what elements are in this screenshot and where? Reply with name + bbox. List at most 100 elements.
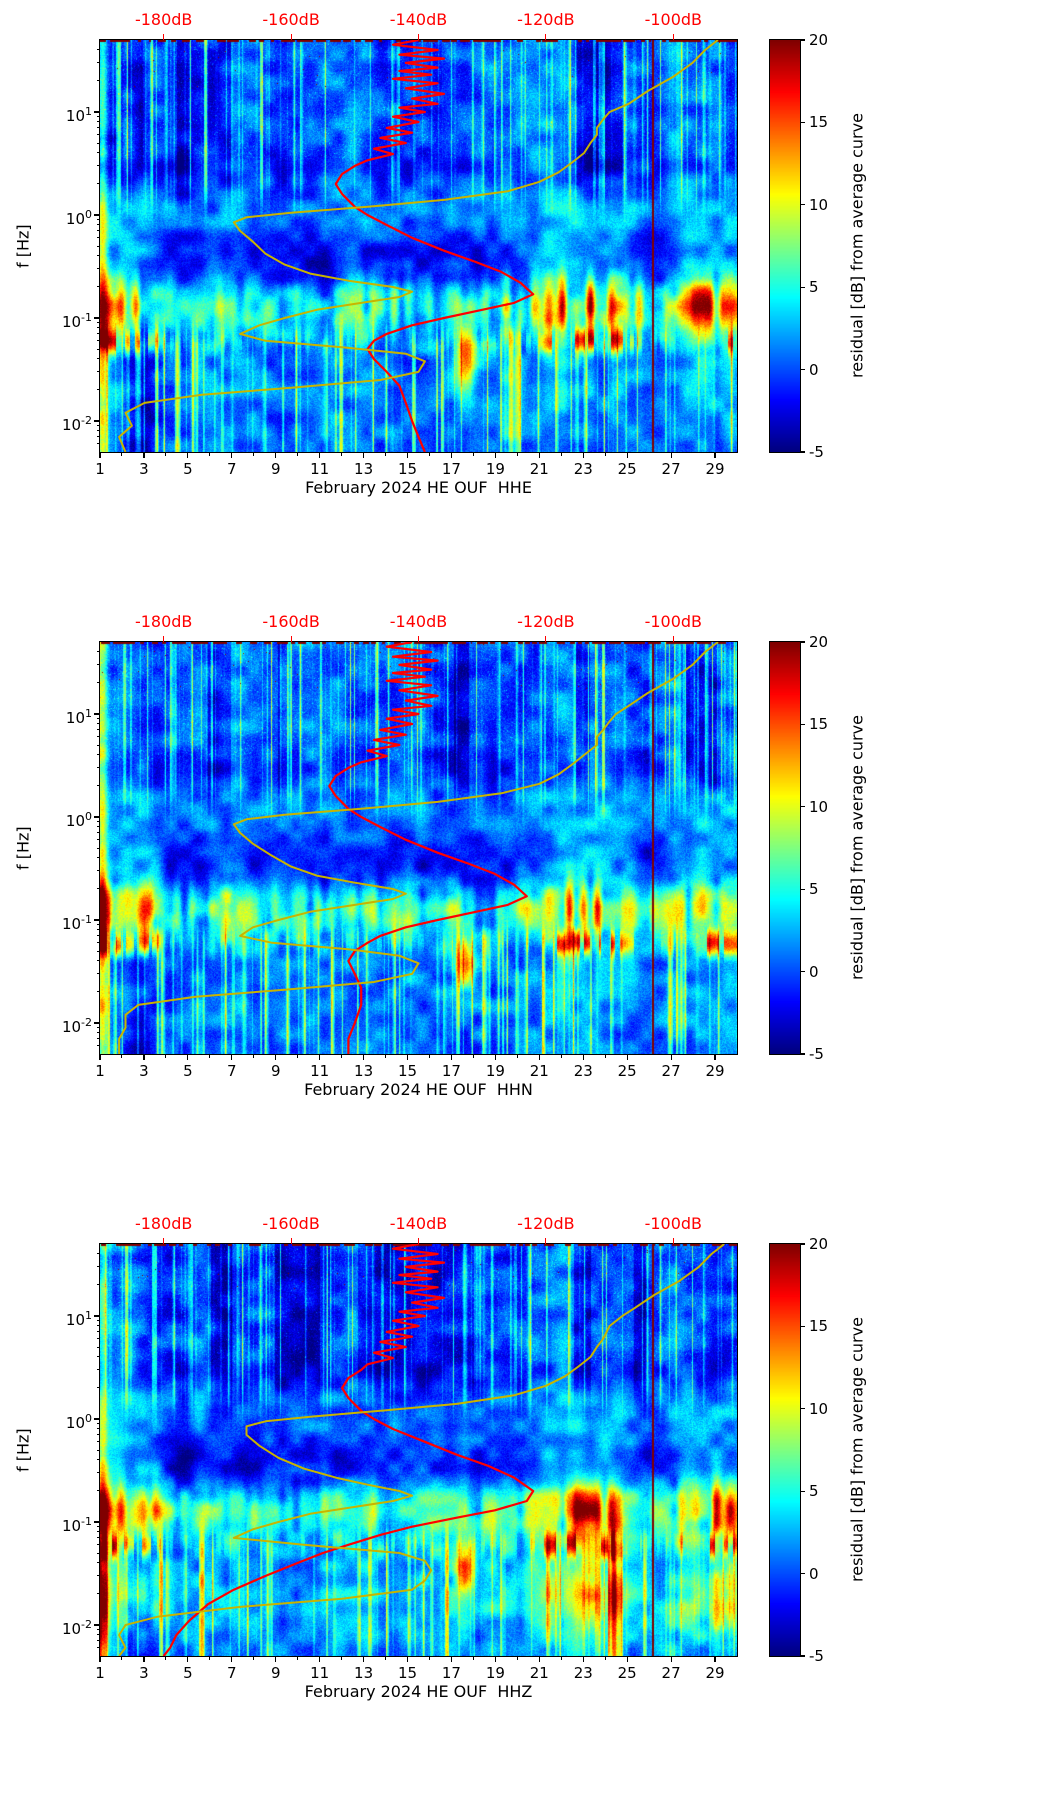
x-tick-label: 7 bbox=[227, 1664, 237, 1682]
reference-psd-yellow-curve bbox=[118, 40, 719, 452]
x-tick-label: 11 bbox=[310, 1664, 330, 1682]
x-tick-label: 13 bbox=[354, 1664, 374, 1682]
colorbar-tick bbox=[800, 1655, 805, 1657]
x-tick bbox=[450, 452, 453, 458]
x-minor-tick bbox=[604, 1054, 606, 1058]
x-tick-label: 19 bbox=[485, 1664, 505, 1682]
x-minor-tick bbox=[165, 452, 167, 456]
x-tick-label: 9 bbox=[270, 460, 281, 478]
x-tick-label: 15 bbox=[397, 1062, 418, 1080]
x-minor-tick bbox=[428, 452, 430, 456]
mean-psd-red-curve bbox=[334, 40, 535, 452]
x-tick-label: 3 bbox=[139, 1664, 149, 1682]
x-minor-tick bbox=[385, 1054, 387, 1058]
y-tick-label: 10-2 bbox=[61, 1015, 92, 1036]
mean-psd-red-curve bbox=[162, 1244, 535, 1656]
top-axis-tick-label: -180dB bbox=[134, 612, 193, 631]
x-minor-tick bbox=[385, 1656, 387, 1660]
x-tick bbox=[450, 1054, 453, 1060]
x-tick-label: 9 bbox=[270, 1062, 281, 1080]
x-tick-label: 7 bbox=[227, 460, 237, 478]
y-tick-label: 101 bbox=[65, 1308, 92, 1329]
x-minor-tick bbox=[341, 1656, 343, 1660]
x-tick-label: 23 bbox=[573, 1062, 593, 1080]
x-tick bbox=[494, 1054, 496, 1060]
y-tick-label: 10-1 bbox=[61, 310, 92, 331]
colorbar-canvas bbox=[770, 642, 800, 1054]
x-minor-tick bbox=[341, 1054, 343, 1058]
spectrogram-panel-hhe: f [Hz] 1 3 5 7 9 11 13 15 17 19 21 23 25 27 29 101 100 10… bbox=[0, 0, 1052, 602]
x-tick-label: 27 bbox=[661, 460, 681, 478]
x-tick-label: 29 bbox=[705, 1664, 725, 1682]
psd-curves-overlay bbox=[118, 40, 719, 452]
y-tick-label: 101 bbox=[65, 104, 92, 125]
x-tick-label: 5 bbox=[183, 1664, 193, 1682]
x-tick-label: 23 bbox=[573, 460, 593, 478]
spectrogram-heatmap-canvas bbox=[100, 40, 737, 452]
x-tick-label: 25 bbox=[617, 1062, 637, 1080]
x-tick bbox=[714, 1656, 716, 1662]
x-tick bbox=[231, 1054, 233, 1060]
x-tick bbox=[275, 1054, 277, 1060]
x-tick bbox=[362, 1054, 365, 1060]
x-tick bbox=[187, 1656, 189, 1662]
x-tick-label: 21 bbox=[529, 460, 549, 478]
x-tick bbox=[319, 452, 321, 458]
top-axis-tick-label: -140dB bbox=[389, 10, 448, 29]
colorbar bbox=[769, 39, 801, 453]
x-minor-tick bbox=[560, 1054, 562, 1058]
colorbar-tick bbox=[800, 204, 805, 206]
x-minor-tick bbox=[472, 1656, 474, 1660]
x-tick bbox=[406, 1656, 409, 1662]
colorbar-tick bbox=[800, 1490, 805, 1492]
x-minor-tick bbox=[297, 452, 299, 456]
x-minor-tick bbox=[604, 452, 606, 456]
x-tick-label: 21 bbox=[529, 1664, 549, 1682]
x-tick bbox=[406, 1054, 409, 1060]
x-tick-label: 15 bbox=[397, 1664, 418, 1682]
x-minor-tick bbox=[209, 1054, 211, 1058]
x-tick-label: 17 bbox=[441, 1664, 461, 1682]
y-tick-label: 100 bbox=[65, 809, 92, 830]
x-tick bbox=[714, 452, 716, 458]
y-axis-label: f [Hz] bbox=[13, 826, 33, 870]
x-minor-tick bbox=[121, 452, 123, 456]
x-tick bbox=[187, 1054, 189, 1060]
plot-area bbox=[99, 39, 738, 453]
x-tick-label: 1 bbox=[95, 460, 105, 478]
top-axis-tick-label: -160dB bbox=[262, 1214, 320, 1233]
x-tick bbox=[670, 452, 672, 458]
x-minor-tick bbox=[428, 1656, 430, 1660]
colorbar-canvas bbox=[770, 40, 800, 452]
colorbar-tick bbox=[800, 806, 805, 808]
x-minor-tick bbox=[341, 452, 343, 456]
psd-curves-overlay bbox=[118, 642, 719, 1054]
top-axis-tick-label: -120dB bbox=[517, 612, 575, 631]
top-axis-tick-label: -120dB bbox=[517, 1214, 575, 1233]
colorbar-label: residual [dB] from average curve bbox=[847, 1317, 867, 1583]
x-tick-label: 13 bbox=[354, 460, 374, 478]
reference-psd-yellow-curve bbox=[118, 1244, 725, 1656]
x-tick-label: 7 bbox=[227, 1062, 237, 1080]
colorbar-tick bbox=[800, 971, 805, 973]
x-tick-label: 3 bbox=[139, 460, 149, 478]
x-tick-label: 5 bbox=[183, 460, 193, 478]
y-tick-label: 100 bbox=[65, 1411, 92, 1432]
y-tick-label: 101 bbox=[65, 706, 92, 727]
x-tick bbox=[143, 1656, 145, 1662]
colorbar-label: residual [dB] from average curve bbox=[847, 113, 867, 379]
colorbar-tick bbox=[800, 723, 805, 725]
x-tick-label: 3 bbox=[139, 1062, 149, 1080]
x-minor-tick bbox=[209, 452, 211, 456]
plot-area bbox=[99, 1243, 738, 1657]
x-minor-tick bbox=[560, 1656, 562, 1660]
colorbar-tick bbox=[800, 369, 805, 371]
top-axis-tick-label: -180dB bbox=[134, 10, 193, 29]
x-tick bbox=[538, 1054, 540, 1060]
x-tick-label: 21 bbox=[529, 1062, 549, 1080]
top-axis-tick-label: -160dB bbox=[262, 10, 320, 29]
colorbar-canvas bbox=[770, 1244, 800, 1656]
x-tick-label: 27 bbox=[661, 1062, 681, 1080]
x-tick bbox=[670, 1054, 672, 1060]
x-tick bbox=[275, 1656, 277, 1662]
